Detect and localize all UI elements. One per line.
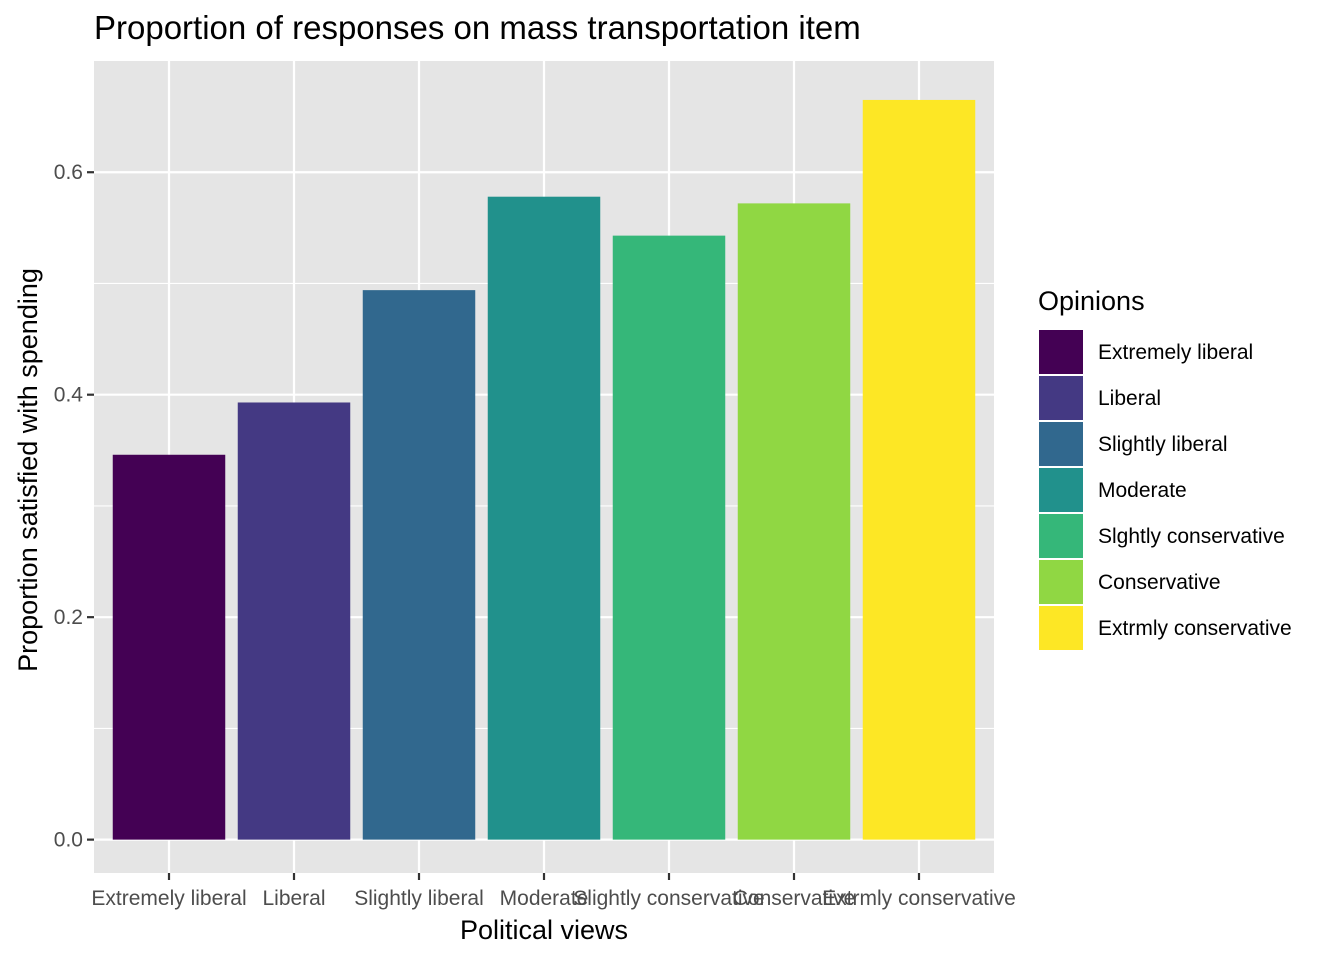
bar: [112, 454, 226, 840]
legend-label: Slghtly conservative: [1098, 525, 1285, 548]
x-tick-label: Extremely liberal: [91, 887, 246, 910]
legend-label: Extrmly conservative: [1098, 617, 1292, 640]
bar: [737, 203, 851, 840]
bar: [612, 235, 726, 840]
legend: Opinions Extremely liberal Liberal Slightl…: [1037, 286, 1292, 652]
bar: [487, 196, 601, 840]
x-tick-label: Liberal: [262, 887, 325, 910]
legend-label: Liberal: [1098, 387, 1161, 410]
legend-label: Extremely liberal: [1098, 341, 1253, 364]
x-tick-label: Moderate: [500, 887, 589, 910]
legend-swatch: [1037, 604, 1085, 652]
y-tick-label: 0.0: [54, 829, 83, 852]
legend-title: Opinions: [1038, 286, 1145, 316]
bar: [862, 99, 976, 840]
legend-swatch: [1037, 374, 1085, 422]
x-tick-label: Extrmly conservative: [822, 887, 1016, 910]
y-tick-label: 0.6: [54, 161, 83, 184]
y-axis: 0.0 0.2 0.4 0.6: [54, 161, 94, 852]
x-axis-title: Political views: [460, 915, 628, 945]
legend-label: Conservative: [1098, 571, 1221, 594]
y-tick-label: 0.2: [54, 606, 83, 629]
legend-swatch: [1037, 558, 1085, 606]
x-tick-label: Slightly conservative: [573, 887, 764, 910]
chart-title: Proportion of responses on mass transpor…: [94, 9, 861, 46]
legend-swatch: [1037, 512, 1085, 560]
legend-items: Extremely liberal Liberal Slightly liberal…: [1037, 328, 1292, 652]
bar: [362, 290, 476, 840]
y-axis-title: Proportion satisfied with spending: [13, 268, 43, 672]
legend-swatch: [1037, 420, 1085, 468]
y-tick-label: 0.4: [54, 384, 84, 407]
x-axis: Extremely liberal Liberal Slightly liberal…: [91, 873, 1016, 910]
x-tick-label: Conservative: [733, 887, 856, 910]
bar: [237, 402, 351, 840]
legend-label: Slightly liberal: [1098, 433, 1228, 456]
legend-swatch: [1037, 328, 1085, 376]
plot-panel: [94, 61, 994, 873]
x-tick-label: Slightly liberal: [354, 887, 484, 910]
legend-label: Moderate: [1098, 479, 1187, 502]
legend-swatch: [1037, 466, 1085, 514]
